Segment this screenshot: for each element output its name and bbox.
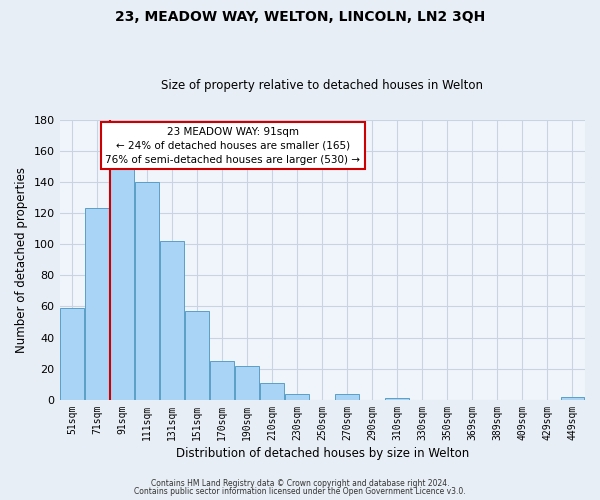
Bar [160,241,184,400]
Text: 23, MEADOW WAY, WELTON, LINCOLN, LN2 3QH: 23, MEADOW WAY, WELTON, LINCOLN, LN2 3QH [115,10,485,24]
Bar [260,383,284,400]
Bar [110,164,134,400]
Y-axis label: Number of detached properties: Number of detached properties [15,167,28,353]
X-axis label: Distribution of detached houses by size in Welton: Distribution of detached houses by size … [176,447,469,460]
Bar [60,308,84,400]
Bar [385,398,409,400]
Bar [286,394,309,400]
Text: Contains public sector information licensed under the Open Government Licence v3: Contains public sector information licen… [134,487,466,496]
Text: 23 MEADOW WAY: 91sqm
← 24% of detached houses are smaller (165)
76% of semi-deta: 23 MEADOW WAY: 91sqm ← 24% of detached h… [106,126,361,164]
Bar [185,311,209,400]
Title: Size of property relative to detached houses in Welton: Size of property relative to detached ho… [161,79,483,92]
Text: Contains HM Land Registry data © Crown copyright and database right 2024.: Contains HM Land Registry data © Crown c… [151,478,449,488]
Bar [85,208,109,400]
Bar [210,361,234,400]
Bar [235,366,259,400]
Bar [560,397,584,400]
Bar [135,182,159,400]
Bar [335,394,359,400]
